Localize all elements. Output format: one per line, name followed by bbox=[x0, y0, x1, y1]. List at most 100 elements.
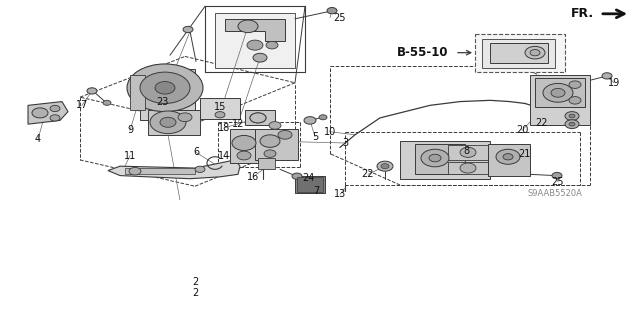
Circle shape bbox=[525, 46, 545, 59]
Polygon shape bbox=[488, 144, 530, 175]
Bar bbox=[475, 34, 565, 72]
Text: 15: 15 bbox=[214, 102, 226, 112]
Circle shape bbox=[50, 105, 60, 112]
Circle shape bbox=[150, 111, 186, 134]
Polygon shape bbox=[295, 175, 325, 193]
Text: 16: 16 bbox=[247, 172, 259, 182]
Text: 2: 2 bbox=[192, 277, 198, 287]
Text: 24: 24 bbox=[302, 173, 314, 183]
Polygon shape bbox=[130, 75, 145, 110]
Text: 25: 25 bbox=[333, 12, 346, 23]
Circle shape bbox=[238, 20, 258, 33]
Circle shape bbox=[552, 173, 562, 179]
Circle shape bbox=[429, 154, 441, 162]
Text: 8: 8 bbox=[463, 145, 469, 155]
Circle shape bbox=[183, 26, 193, 33]
Text: 2: 2 bbox=[192, 288, 198, 298]
Polygon shape bbox=[258, 158, 275, 169]
Circle shape bbox=[569, 114, 575, 118]
Circle shape bbox=[381, 164, 389, 169]
Polygon shape bbox=[230, 129, 258, 163]
Bar bbox=[125, 168, 195, 174]
Circle shape bbox=[266, 41, 278, 49]
Circle shape bbox=[264, 150, 276, 157]
Text: 22: 22 bbox=[536, 118, 548, 128]
Circle shape bbox=[304, 117, 316, 124]
Circle shape bbox=[50, 115, 60, 121]
Text: 20: 20 bbox=[516, 125, 528, 136]
Circle shape bbox=[140, 72, 190, 103]
Polygon shape bbox=[448, 162, 488, 174]
Polygon shape bbox=[148, 110, 200, 135]
Text: FR.: FR. bbox=[571, 7, 594, 20]
Circle shape bbox=[87, 88, 97, 94]
Text: 6: 6 bbox=[193, 147, 199, 157]
Polygon shape bbox=[140, 75, 175, 100]
Circle shape bbox=[551, 88, 565, 97]
Polygon shape bbox=[490, 43, 548, 63]
Circle shape bbox=[155, 82, 175, 94]
Polygon shape bbox=[297, 177, 323, 192]
Text: 22: 22 bbox=[362, 169, 374, 179]
Text: 5: 5 bbox=[312, 132, 318, 142]
Circle shape bbox=[278, 130, 292, 139]
Text: 3: 3 bbox=[342, 138, 348, 148]
Circle shape bbox=[543, 83, 573, 102]
Polygon shape bbox=[28, 101, 68, 124]
Circle shape bbox=[127, 64, 203, 112]
Text: 25: 25 bbox=[552, 177, 564, 187]
Circle shape bbox=[247, 40, 263, 50]
Circle shape bbox=[569, 81, 581, 88]
Polygon shape bbox=[108, 160, 240, 179]
Circle shape bbox=[237, 151, 251, 160]
Text: 18: 18 bbox=[218, 123, 230, 133]
Circle shape bbox=[569, 97, 581, 104]
Circle shape bbox=[250, 113, 266, 123]
Text: 12: 12 bbox=[232, 119, 244, 129]
Text: 13: 13 bbox=[334, 189, 346, 199]
Circle shape bbox=[496, 149, 520, 164]
Circle shape bbox=[129, 167, 141, 175]
Polygon shape bbox=[535, 78, 585, 107]
Circle shape bbox=[565, 120, 579, 129]
Circle shape bbox=[319, 115, 327, 120]
Polygon shape bbox=[400, 141, 490, 179]
Text: 23: 23 bbox=[156, 97, 168, 107]
Circle shape bbox=[215, 112, 225, 118]
Text: 21: 21 bbox=[518, 149, 530, 159]
Polygon shape bbox=[215, 12, 295, 68]
Polygon shape bbox=[255, 129, 298, 160]
Circle shape bbox=[569, 122, 575, 126]
Text: 19: 19 bbox=[608, 78, 620, 88]
Circle shape bbox=[250, 113, 266, 123]
Circle shape bbox=[32, 108, 48, 118]
Polygon shape bbox=[200, 99, 240, 119]
Text: 9: 9 bbox=[127, 125, 133, 136]
Circle shape bbox=[269, 122, 281, 129]
Circle shape bbox=[327, 8, 337, 14]
Polygon shape bbox=[245, 110, 275, 125]
Circle shape bbox=[160, 117, 176, 127]
Circle shape bbox=[460, 163, 476, 173]
Text: 14: 14 bbox=[218, 151, 230, 160]
Circle shape bbox=[503, 154, 513, 160]
Text: 7: 7 bbox=[313, 186, 319, 196]
Text: B-55-10: B-55-10 bbox=[397, 46, 448, 59]
Circle shape bbox=[292, 173, 302, 179]
Polygon shape bbox=[448, 145, 488, 160]
Circle shape bbox=[232, 136, 256, 151]
Polygon shape bbox=[530, 75, 590, 125]
Circle shape bbox=[195, 166, 205, 173]
Circle shape bbox=[530, 49, 540, 56]
Text: 4: 4 bbox=[35, 134, 41, 144]
Circle shape bbox=[178, 113, 192, 122]
Circle shape bbox=[103, 100, 111, 105]
Circle shape bbox=[260, 135, 280, 147]
Circle shape bbox=[460, 147, 476, 157]
Circle shape bbox=[421, 149, 449, 167]
Text: S9AAB5520A: S9AAB5520A bbox=[527, 189, 582, 198]
Polygon shape bbox=[140, 69, 195, 120]
Text: 17: 17 bbox=[76, 100, 88, 110]
Text: 11: 11 bbox=[124, 151, 136, 160]
Polygon shape bbox=[225, 19, 285, 41]
